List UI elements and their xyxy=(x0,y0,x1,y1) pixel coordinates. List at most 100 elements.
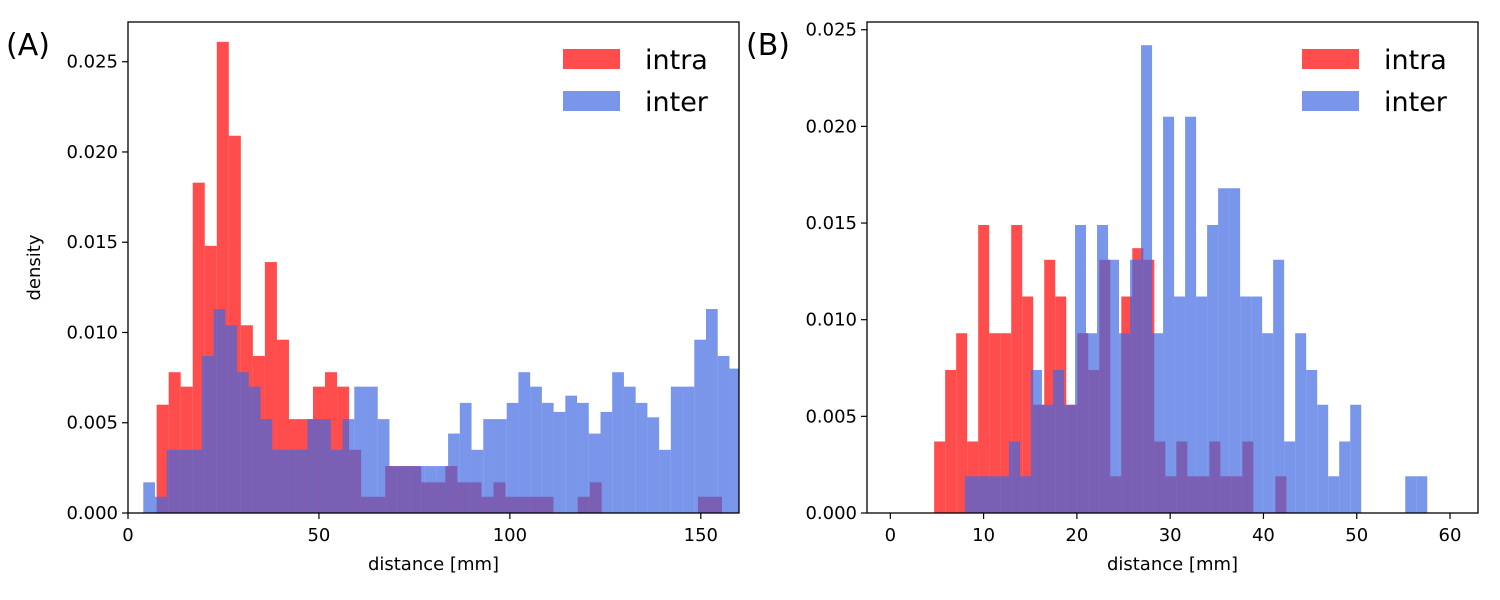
p1-inter-bar-31 xyxy=(506,402,519,513)
p2-inter-bar-34 xyxy=(1339,441,1351,513)
p2-intra-bar-4 xyxy=(978,224,990,513)
p2-intra-bar-5 xyxy=(989,333,1001,513)
p1-inter-bar-34 xyxy=(541,402,554,513)
p2-inter-bar-31 xyxy=(1306,369,1318,513)
p2-legend-label-intra: intra xyxy=(1384,45,1447,76)
p1-intra-bar-3 xyxy=(192,182,205,513)
p2-inter-bar-22 xyxy=(1207,224,1219,513)
p2-inter-bar-19 xyxy=(1174,296,1186,513)
p1-inter-bar-50 xyxy=(729,368,739,513)
p1-inter-bar-20 xyxy=(377,419,390,513)
p2-xtick-label-4: 40 xyxy=(1252,525,1275,546)
p2-inter-bar-40 xyxy=(1405,476,1417,513)
p2-inter-bar-16 xyxy=(1141,45,1153,513)
p1-inter-bar-23 xyxy=(412,466,425,513)
p2-inter-bar-4 xyxy=(1008,441,1020,513)
p1-inter-bar-26 xyxy=(448,433,460,513)
p1-inter-bar-37 xyxy=(577,402,589,513)
p1-inter-bar-15 xyxy=(319,419,331,513)
p1-xtick-label-2: 100 xyxy=(493,525,527,546)
p1-legend-label-intra: intra xyxy=(645,45,708,76)
p1-inter-bar-2 xyxy=(166,449,179,513)
p2-inter-bar-6 xyxy=(1030,369,1042,513)
p1-inter-bar-47 xyxy=(694,339,707,513)
p1-ytick-label-3: 0.015 xyxy=(66,232,118,253)
p2-inter-bar-33 xyxy=(1328,476,1340,513)
p2-inter-bar-25 xyxy=(1240,296,1252,513)
p2-xtick-label-1: 10 xyxy=(972,525,995,546)
p1-inter-bar-5 xyxy=(201,355,214,513)
p2-inter-bar-11 xyxy=(1086,333,1098,513)
p1-inter-bar-12 xyxy=(283,449,296,513)
p1-bars xyxy=(143,41,739,513)
p2-inter-bar-30 xyxy=(1295,333,1307,513)
p2-ytick-label-4: 0.020 xyxy=(805,116,857,137)
p2-inter-bar-8 xyxy=(1053,369,1065,513)
p2-ytick-label-3: 0.015 xyxy=(805,213,857,234)
p1-inter-bar-36 xyxy=(565,395,578,513)
p2-intra-bar-10 xyxy=(1044,259,1056,513)
p2-inter-bar-15 xyxy=(1130,259,1142,513)
p2-xlabel: distance [mm] xyxy=(1107,554,1238,575)
p1-inter-bar-43 xyxy=(647,417,660,513)
p1-legend-label-inter: inter xyxy=(645,87,709,118)
p2-axes-frame xyxy=(866,21,1479,514)
p2-inter-bar-2 xyxy=(986,476,998,513)
p1-inter-bar-42 xyxy=(635,402,648,513)
p2-intra-bar-2 xyxy=(956,333,968,513)
p1-inter-bar-39 xyxy=(600,411,613,513)
p2-ytick-label-2: 0.010 xyxy=(805,310,857,331)
p1-inter-bar-46 xyxy=(682,386,695,513)
p1-ytick-label-4: 0.020 xyxy=(66,142,118,163)
p2-inter-bar-14 xyxy=(1119,333,1131,513)
p1-inter-bar-11 xyxy=(272,449,284,513)
p2-intra-bar-7 xyxy=(1011,224,1023,513)
p1-inter-bar-13 xyxy=(295,449,308,513)
p2-inter-bar-32 xyxy=(1317,404,1329,513)
p2-inter-bar-41 xyxy=(1416,476,1428,513)
p2-inter-bar-27 xyxy=(1262,333,1274,513)
p1-inter-bar-19 xyxy=(366,386,378,513)
p1-ytick-label-2: 0.010 xyxy=(66,322,118,343)
p1-inter-bar-30 xyxy=(494,419,507,513)
p2-inter-bar-10 xyxy=(1075,224,1087,513)
p1-inter-bar-40 xyxy=(612,372,624,513)
p1-inter-bar-35 xyxy=(553,411,566,513)
panel-b: 0 10 20 30 40 50 60 0.000 0.005 0.010 0.015 0.020 0.… xyxy=(805,20,1479,575)
p1-inter-bar-22 xyxy=(401,466,413,513)
p2-legend-swatch-inter xyxy=(1302,91,1359,111)
p2-inter-bar-23 xyxy=(1218,188,1230,513)
p1-xtick-label-3: 150 xyxy=(684,525,718,546)
p2-xtick-label-0: 0 xyxy=(885,525,896,546)
p1-inter-bar-17 xyxy=(342,419,355,513)
p1-xtick-label-0: 0 xyxy=(122,525,133,546)
p2-intra-bar-8 xyxy=(1022,296,1034,513)
p2-inter-bar-9 xyxy=(1064,404,1076,513)
p1-inter-bar-45 xyxy=(670,386,683,513)
p1-inter-bar-9 xyxy=(248,386,261,513)
p2-inter-bar-1 xyxy=(975,476,987,513)
p1-inter-bar-14 xyxy=(307,419,320,513)
p2-inter-bar-24 xyxy=(1229,188,1241,513)
p2-inter-bar-3 xyxy=(997,476,1009,513)
p2-inter-bar-21 xyxy=(1196,296,1208,513)
p1-inter-bar-6 xyxy=(213,309,226,513)
p1-inter-bar-21 xyxy=(389,466,402,513)
p1-inter-bar-38 xyxy=(588,433,601,513)
p2-inter-bar-20 xyxy=(1185,116,1197,513)
p1-inter-bar-44 xyxy=(659,449,671,513)
p1-ytick-label-1: 0.005 xyxy=(66,413,118,434)
p1-inter-bar-7 xyxy=(225,325,238,513)
p1-ytick-label-5: 0.025 xyxy=(66,52,118,73)
p1-ytick-label-0: 0.000 xyxy=(66,503,118,524)
p2-inter-bar-7 xyxy=(1041,404,1054,513)
p2-inter-bar-26 xyxy=(1251,296,1263,513)
p1-inter-bar-25 xyxy=(436,466,449,513)
p1-inter-bar-29 xyxy=(483,419,495,513)
p2-inter-bar-28 xyxy=(1273,259,1285,513)
p1-xtick-label-1: 50 xyxy=(307,525,330,546)
p2-inter-bar-5 xyxy=(1019,476,1031,513)
p2-inter-bar-29 xyxy=(1284,441,1296,513)
p2-xtick-label-5: 50 xyxy=(1345,525,1368,546)
